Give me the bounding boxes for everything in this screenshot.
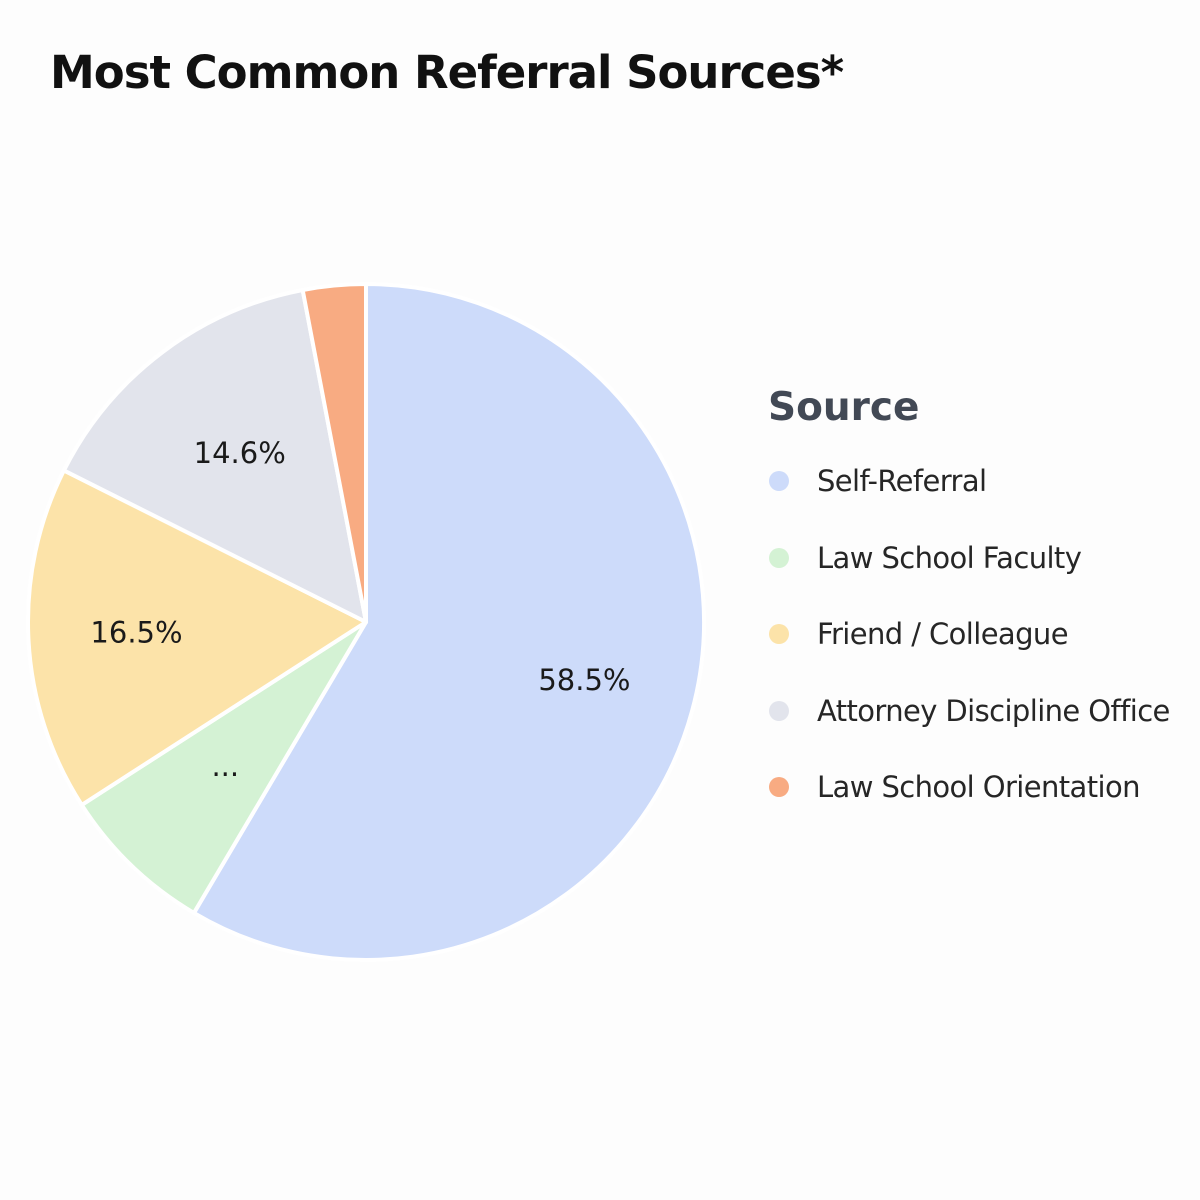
legend-item-law-school-orientation: Law School Orientation	[766, 770, 1170, 847]
legend-item-friend-colleague: Friend / Colleague	[766, 617, 1170, 694]
legend-title: Source	[768, 385, 920, 430]
legend: Source Self-Referral Law School Faculty Fr…	[766, 385, 1170, 847]
legend-swatch	[769, 471, 789, 491]
pie-slice-law-school-orientation	[300, 282, 368, 624]
legend-label: Attorney Discipline Office	[817, 693, 1170, 728]
legend-swatch	[769, 547, 789, 568]
pie-slice-self-referral	[191, 282, 706, 962]
pie-slice-attorney-discipline-office	[61, 287, 368, 624]
legend-items: Self-Referral Law School Faculty Friend / …	[766, 464, 1170, 847]
legend-label: Self-Referral	[817, 464, 987, 498]
data-label-friend-colleague: 16.5%	[90, 615, 182, 649]
legend-item-self-referral: Self-Referral	[766, 464, 1170, 541]
chart-title: Most Common Referral Sources*	[50, 46, 844, 99]
legend-label: Law School Faculty	[817, 540, 1082, 575]
data-label-attorney-discipline-office: 14.6%	[194, 436, 286, 470]
legend-item-law-school-faculty: Law School Faculty	[766, 541, 1170, 618]
data-label-self-referral: 58.5%	[538, 663, 630, 697]
legend-swatch	[769, 700, 789, 721]
pie-slice-friend-colleague	[26, 468, 368, 807]
legend-swatch	[769, 624, 789, 644]
data-label-law-school-faculty: ...	[211, 749, 239, 783]
legend-item-attorney-discipline-office: Attorney Discipline Office	[766, 694, 1170, 771]
pie-slice-law-school-faculty	[79, 620, 368, 915]
legend-swatch	[769, 777, 789, 797]
legend-label: Law School Orientation	[817, 770, 1140, 804]
legend-label: Friend / Colleague	[817, 617, 1069, 651]
